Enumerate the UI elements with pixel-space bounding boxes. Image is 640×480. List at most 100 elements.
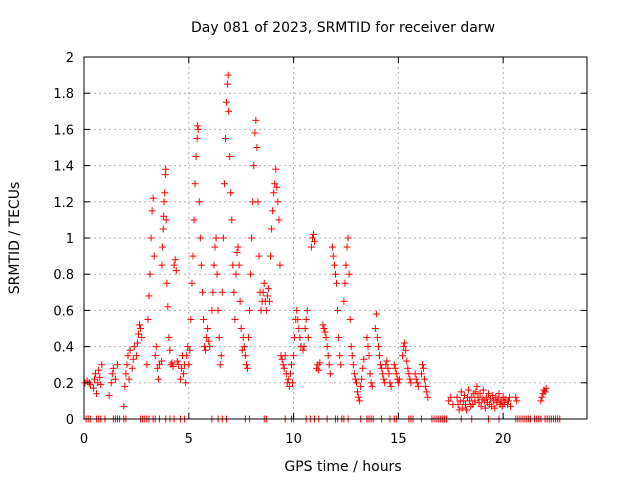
- data-point: [210, 261, 218, 269]
- data-point: [235, 261, 243, 269]
- data-point: [132, 352, 140, 360]
- data-point: [414, 382, 422, 390]
- data-point: [491, 404, 499, 412]
- y-tick-labels: 0 0.2 0.4 0.6 0.8 1 1.2 1.4 1.6 1.8 2: [53, 51, 74, 428]
- data-point: [355, 393, 363, 401]
- data-point: [413, 379, 421, 387]
- data-point: [188, 279, 196, 287]
- data-point: [284, 375, 292, 383]
- data-point: [334, 306, 342, 314]
- data-point: [457, 388, 465, 396]
- data-point: [218, 288, 226, 296]
- data-point: [503, 401, 511, 409]
- data-point: [315, 366, 323, 374]
- data-point: [148, 207, 156, 215]
- data-point: [224, 71, 232, 79]
- data-point: [193, 134, 201, 142]
- data-point: [274, 198, 282, 206]
- data-point: [247, 270, 255, 278]
- data-point: [134, 330, 142, 338]
- data-point: [221, 134, 229, 142]
- x-tick-label: 15: [390, 432, 407, 447]
- data-point: [232, 270, 240, 278]
- data-point: [356, 397, 364, 405]
- data-point: [281, 352, 289, 360]
- data-points: [81, 71, 564, 423]
- data-point: [348, 352, 356, 360]
- axis-ticks: [83, 56, 587, 420]
- data-point: [357, 382, 365, 390]
- data-point: [324, 352, 332, 360]
- data-point: [263, 292, 271, 300]
- data-point: [418, 361, 426, 369]
- data-point: [384, 364, 392, 372]
- data-point: [265, 297, 273, 305]
- data-point: [152, 343, 160, 351]
- data-point: [268, 225, 276, 233]
- data-point: [363, 334, 371, 342]
- data-point: [217, 352, 225, 360]
- data-point: [107, 379, 115, 387]
- data-point: [336, 352, 344, 360]
- data-point: [412, 375, 420, 383]
- data-point: [241, 352, 249, 360]
- data-point: [359, 364, 367, 372]
- data-point: [474, 393, 482, 401]
- data-point: [206, 343, 214, 351]
- data-point: [161, 189, 169, 197]
- data-point: [280, 364, 288, 372]
- data-point: [538, 393, 546, 401]
- data-point: [144, 315, 152, 323]
- data-point: [126, 346, 134, 354]
- data-point: [136, 321, 144, 329]
- data-point: [233, 248, 241, 256]
- data-point: [89, 384, 97, 392]
- data-point: [462, 406, 470, 414]
- data-point: [476, 390, 484, 398]
- data-point: [407, 379, 415, 387]
- data-point: [254, 198, 262, 206]
- data-point: [145, 292, 153, 300]
- data-point: [153, 364, 161, 372]
- data-point: [347, 343, 355, 351]
- data-point: [326, 370, 334, 378]
- data-point: [198, 288, 206, 296]
- data-point: [500, 399, 508, 407]
- data-point: [286, 370, 294, 378]
- data-point: [111, 375, 119, 383]
- data-point: [98, 361, 106, 369]
- y-tick-label: 0: [66, 413, 74, 428]
- data-point: [234, 243, 242, 251]
- data-point: [251, 129, 259, 137]
- data-point: [230, 288, 238, 296]
- data-point: [364, 343, 372, 351]
- data-point: [267, 252, 275, 260]
- data-point: [322, 334, 330, 342]
- data-point: [169, 363, 177, 371]
- data-point: [293, 306, 301, 314]
- data-point: [212, 234, 220, 242]
- data-point: [484, 390, 492, 398]
- data-point: [507, 402, 515, 410]
- data-point: [159, 225, 167, 233]
- y-tick-label: 0.4: [53, 341, 74, 356]
- data-point: [351, 375, 359, 383]
- data-point: [180, 370, 188, 378]
- data-point: [309, 230, 317, 238]
- data-point: [287, 361, 295, 369]
- x-tick-label: 20: [495, 432, 512, 447]
- x-tick-label: 5: [185, 432, 193, 447]
- data-point: [92, 370, 100, 378]
- data-point: [199, 315, 207, 323]
- data-point: [124, 352, 132, 360]
- data-point: [160, 212, 168, 220]
- data-point: [387, 382, 395, 390]
- data-point: [223, 98, 231, 106]
- data-point: [406, 375, 414, 383]
- data-point: [482, 393, 490, 401]
- data-point: [308, 234, 316, 242]
- data-point: [303, 306, 311, 314]
- data-point: [335, 334, 343, 342]
- data-point: [262, 306, 270, 314]
- data-point: [465, 386, 473, 394]
